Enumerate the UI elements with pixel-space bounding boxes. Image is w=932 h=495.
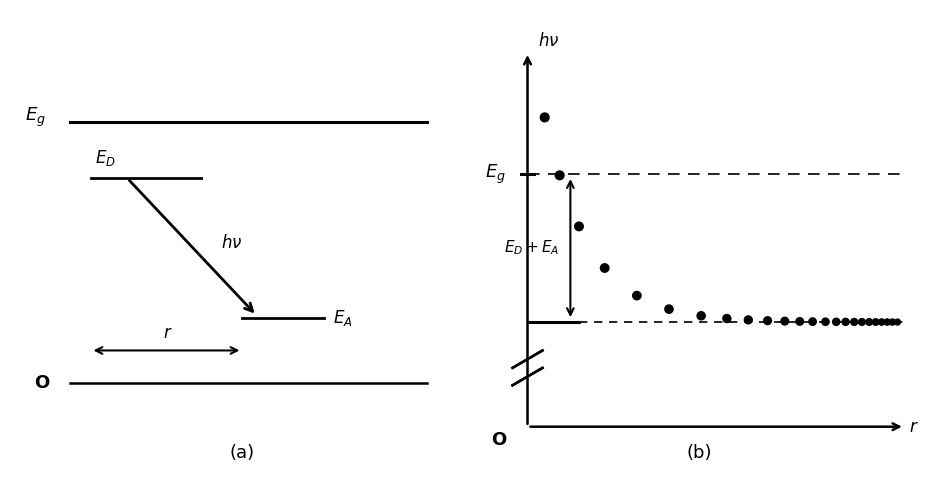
Point (874, 318, 889, 326)
Text: $E_D+E_A$: $E_D+E_A$ (504, 239, 559, 257)
Point (847, 318, 862, 326)
Point (571, 222, 586, 230)
Point (537, 113, 552, 121)
Text: $E_g$: $E_g$ (486, 162, 506, 186)
Text: O: O (34, 374, 49, 392)
Point (662, 305, 677, 313)
Point (792, 317, 807, 325)
Point (862, 318, 877, 326)
Text: (a): (a) (230, 444, 254, 461)
Point (777, 317, 792, 325)
Text: $E_A$: $E_A$ (333, 308, 352, 328)
Point (552, 171, 567, 179)
Text: $E_g$: $E_g$ (24, 106, 46, 129)
Point (890, 318, 905, 326)
Point (884, 318, 899, 326)
Point (741, 316, 756, 324)
Point (629, 292, 644, 299)
Point (761, 317, 775, 325)
Point (805, 318, 820, 326)
Text: r: r (909, 418, 916, 436)
Point (597, 264, 612, 272)
Point (720, 315, 734, 323)
Point (869, 318, 884, 326)
Point (880, 318, 895, 326)
Point (829, 318, 843, 326)
Point (855, 318, 870, 326)
Text: $h\nu$: $h\nu$ (221, 234, 242, 251)
Point (818, 318, 833, 326)
Text: (b): (b) (686, 444, 712, 461)
Text: $E_D$: $E_D$ (95, 148, 116, 167)
Point (693, 312, 708, 320)
Point (838, 318, 853, 326)
Text: $h\nu$: $h\nu$ (539, 32, 559, 50)
Text: O: O (491, 431, 506, 449)
Text: r: r (163, 324, 170, 342)
